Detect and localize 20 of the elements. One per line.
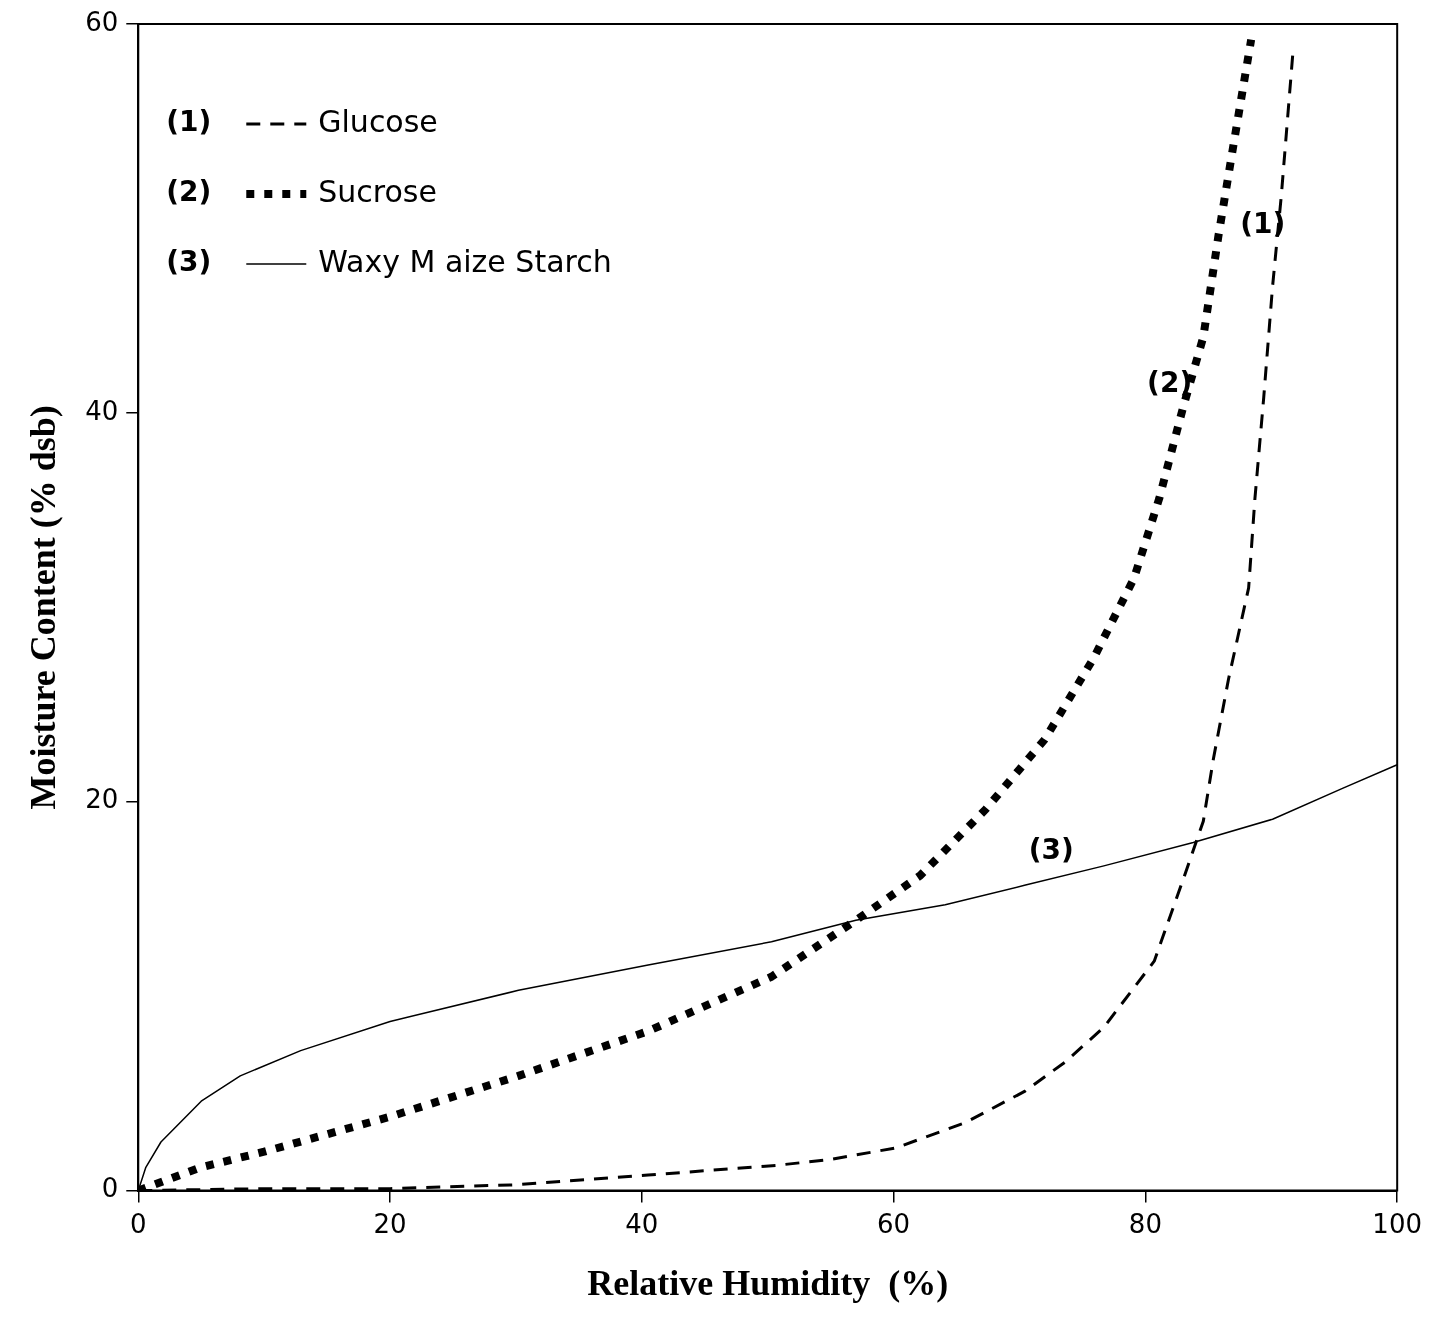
x-tick-label: 40: [625, 1208, 659, 1239]
annotation: (3): [1028, 832, 1074, 866]
x-tick-label: 80: [1128, 1208, 1162, 1239]
y-axis-title: Moisture Content (% dsb): [22, 405, 63, 810]
y-tick-label: 60: [85, 6, 119, 37]
text: (2): [166, 175, 212, 209]
annotation: (2): [1147, 366, 1193, 400]
x-tick-label: 0: [130, 1208, 147, 1239]
text: (1): [166, 105, 212, 139]
legend-label: Waxy M aize Starch: [318, 243, 612, 279]
y-tick-label: 0: [101, 1173, 119, 1204]
y-tick-label: 20: [85, 784, 119, 815]
y-tick-label: 40: [85, 395, 119, 426]
x-tick-label: 60: [877, 1208, 911, 1239]
legend-label: Glucose: [318, 103, 438, 139]
x-axis-title: Relative Humidity (%): [587, 1262, 949, 1303]
text: (3): [166, 245, 212, 279]
x-tick-label: 20: [373, 1208, 407, 1239]
legend-label: Sucrose: [318, 173, 437, 209]
x-tick-label: 100: [1372, 1208, 1423, 1239]
